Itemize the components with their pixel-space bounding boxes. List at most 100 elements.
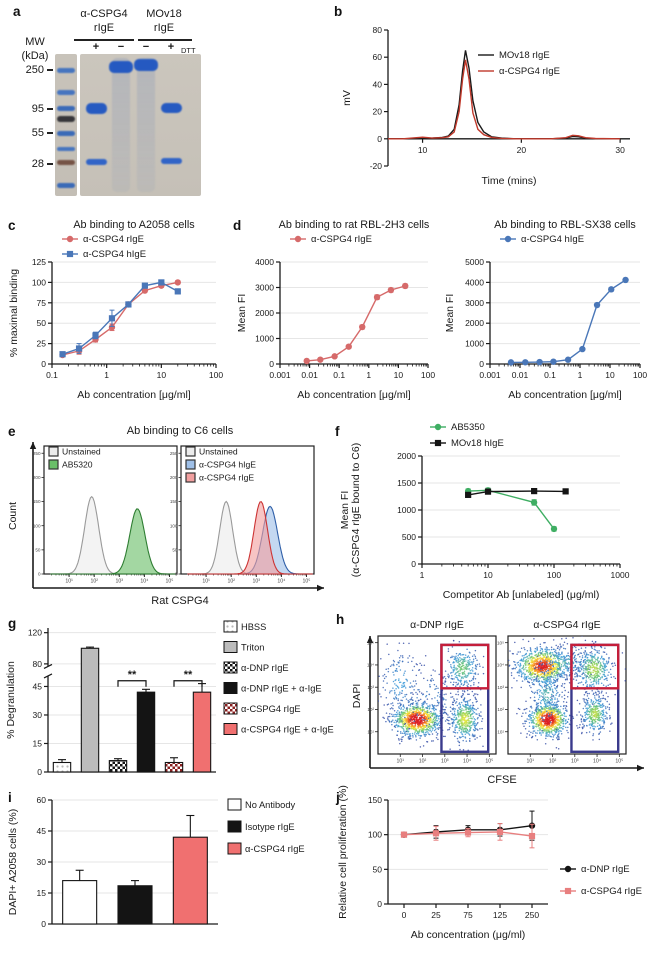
legend-swatch <box>223 641 238 653</box>
ladder-band <box>57 147 75 151</box>
legend-swatch <box>227 798 242 811</box>
y-tick-label: 45 <box>33 681 43 691</box>
legend-swatch <box>185 472 196 483</box>
y-tick-label: 80 <box>33 659 43 669</box>
legend-label: α-CSPG4 rIgE <box>241 704 301 714</box>
x-tick-label: 10² <box>227 579 235 585</box>
lane-group-label: rIgE <box>153 22 175 34</box>
x-tick-label: 10³ <box>571 759 579 765</box>
y-tick-label: 0 <box>479 359 484 369</box>
legend-label: α-DNP rIgE + α-IgE <box>241 684 322 694</box>
panel-b-label: b <box>334 4 343 19</box>
data-point-marker <box>158 279 165 286</box>
y-tick-label: 4000 <box>255 257 274 267</box>
bar-Triton <box>80 647 100 773</box>
y-axis-label: Mean FI <box>236 294 248 333</box>
y-tick-label: 15 <box>37 888 47 898</box>
x-tick-label: 10² <box>549 759 557 765</box>
data-point-marker <box>579 345 586 353</box>
legend-label: AB5350 <box>451 422 485 433</box>
x-tick-label: 10³ <box>441 759 449 765</box>
mw-mark-dash <box>47 163 53 165</box>
x-tick-label: 10¹ <box>527 759 535 765</box>
data-point-marker <box>531 488 538 495</box>
x-tick-label: 10¹ <box>202 579 210 585</box>
x-tick-label: 10⁴ <box>463 759 471 765</box>
significance-bracket <box>117 680 147 687</box>
data-point-marker <box>593 301 601 309</box>
axis-arrow-head <box>637 764 644 772</box>
y-tick-label: 1000 <box>255 334 274 344</box>
bar-α-DNP rIgE <box>108 760 128 773</box>
y-tick-label: 0 <box>269 359 274 369</box>
panel-f-label: f <box>335 424 340 439</box>
x-tick-label: 0.1 <box>333 370 345 380</box>
axis-break-gap <box>46 666 50 676</box>
lane-group-label: rIgE <box>93 22 115 34</box>
dtt-sign: + <box>167 41 175 53</box>
y-tick-label: 30 <box>33 710 43 720</box>
x-tick-label: 1 <box>420 570 425 580</box>
data-point-marker <box>484 488 492 495</box>
x-tick-label: 1 <box>578 370 583 380</box>
y-tick-label: 150 <box>368 795 382 805</box>
x-axis-label: Time (mins) <box>481 175 536 187</box>
x-axis-label: Ab concentration [μg/ml] <box>77 389 191 401</box>
mw-mark-dash <box>47 132 53 134</box>
y-tick-label: 10¹ <box>367 729 374 734</box>
y-tick-label: 100 <box>170 523 178 528</box>
x-tick-label: 1 <box>104 370 109 380</box>
dtt-label: DTT <box>181 46 196 55</box>
x-tick-label: 25 <box>431 910 441 920</box>
y-axis-label: Relative cell proliferation (%) <box>337 785 349 919</box>
hist-curve-AB5320 <box>50 508 176 575</box>
legend-swatch <box>227 820 242 833</box>
panel-e-flow-histograms: Ab binding to C6 cells Count Rat CSPG4 10¹ 1… <box>7 425 324 607</box>
flow-plot-frame <box>180 445 315 575</box>
panel-g-bar-chart: 0 15 30 45 80 120 % Degranulation ** ** HBSS Trito… <box>5 620 334 777</box>
y-axis-label: Mean FI <box>339 491 351 530</box>
panel-a-label: a <box>13 4 21 19</box>
y-tick-label: 3000 <box>465 298 484 308</box>
y-tick-label: 75 <box>37 298 47 308</box>
bar-α-CSPG4 rIgE <box>164 761 184 773</box>
lane-smear <box>112 58 130 192</box>
y-tick-label: 0 <box>38 572 41 577</box>
series-line-AB5350 <box>468 489 555 530</box>
dtt-sign: − <box>142 41 150 53</box>
x-tick-label: 1 <box>366 370 371 380</box>
data-point-marker <box>59 351 66 358</box>
data-point-marker <box>66 235 74 243</box>
significance-label: ** <box>184 669 193 681</box>
data-point-marker <box>562 488 569 495</box>
legend-label: α-CSPG4 hIgE <box>83 249 146 260</box>
data-point-marker <box>75 345 83 352</box>
x-tick-label: 10¹ <box>397 759 405 765</box>
x-tick-label: 250 <box>525 910 539 920</box>
data-point-marker <box>550 525 558 533</box>
legend-label: α-DNP rIgE <box>581 864 630 875</box>
data-point-marker <box>108 315 116 322</box>
x-tick-label: 10⁵ <box>303 579 311 585</box>
legend-swatch <box>227 842 242 855</box>
legend-label: α-CSPG4 rIgE + α-IgE <box>241 725 334 735</box>
y-tick-label: 5000 <box>465 257 484 267</box>
bar-HBSS <box>52 761 72 773</box>
x-tick-label: 10⁵ <box>615 759 623 765</box>
y-tick-label: 0 <box>411 559 416 569</box>
panel-f-chart: 0 500 1000 1500 2000 1 10 100 1000 Competitor Ab … <box>339 422 630 601</box>
y-tick-label: 50 <box>373 864 383 874</box>
series-line-α-CSPG4 hIgE <box>510 279 626 364</box>
x-tick-label: 0.1 <box>544 370 556 380</box>
y-tick-label: 20 <box>373 107 383 117</box>
chart-title: Ab binding to A2058 cells <box>73 219 195 231</box>
gel-ladder-strip <box>55 54 77 196</box>
y-axis-label: % maximal binding <box>8 269 20 357</box>
panel-i-label: i <box>8 790 12 805</box>
panel-d1-chart: 0 1000 2000 3000 4000 0.001 0.01 0.1 1 10 100 Ab bi… <box>236 219 435 401</box>
significance-bracket <box>173 680 203 687</box>
data-point-marker <box>564 865 572 873</box>
data-point-marker <box>550 358 557 365</box>
lane-group-label: α-CSPG4 <box>80 8 128 20</box>
